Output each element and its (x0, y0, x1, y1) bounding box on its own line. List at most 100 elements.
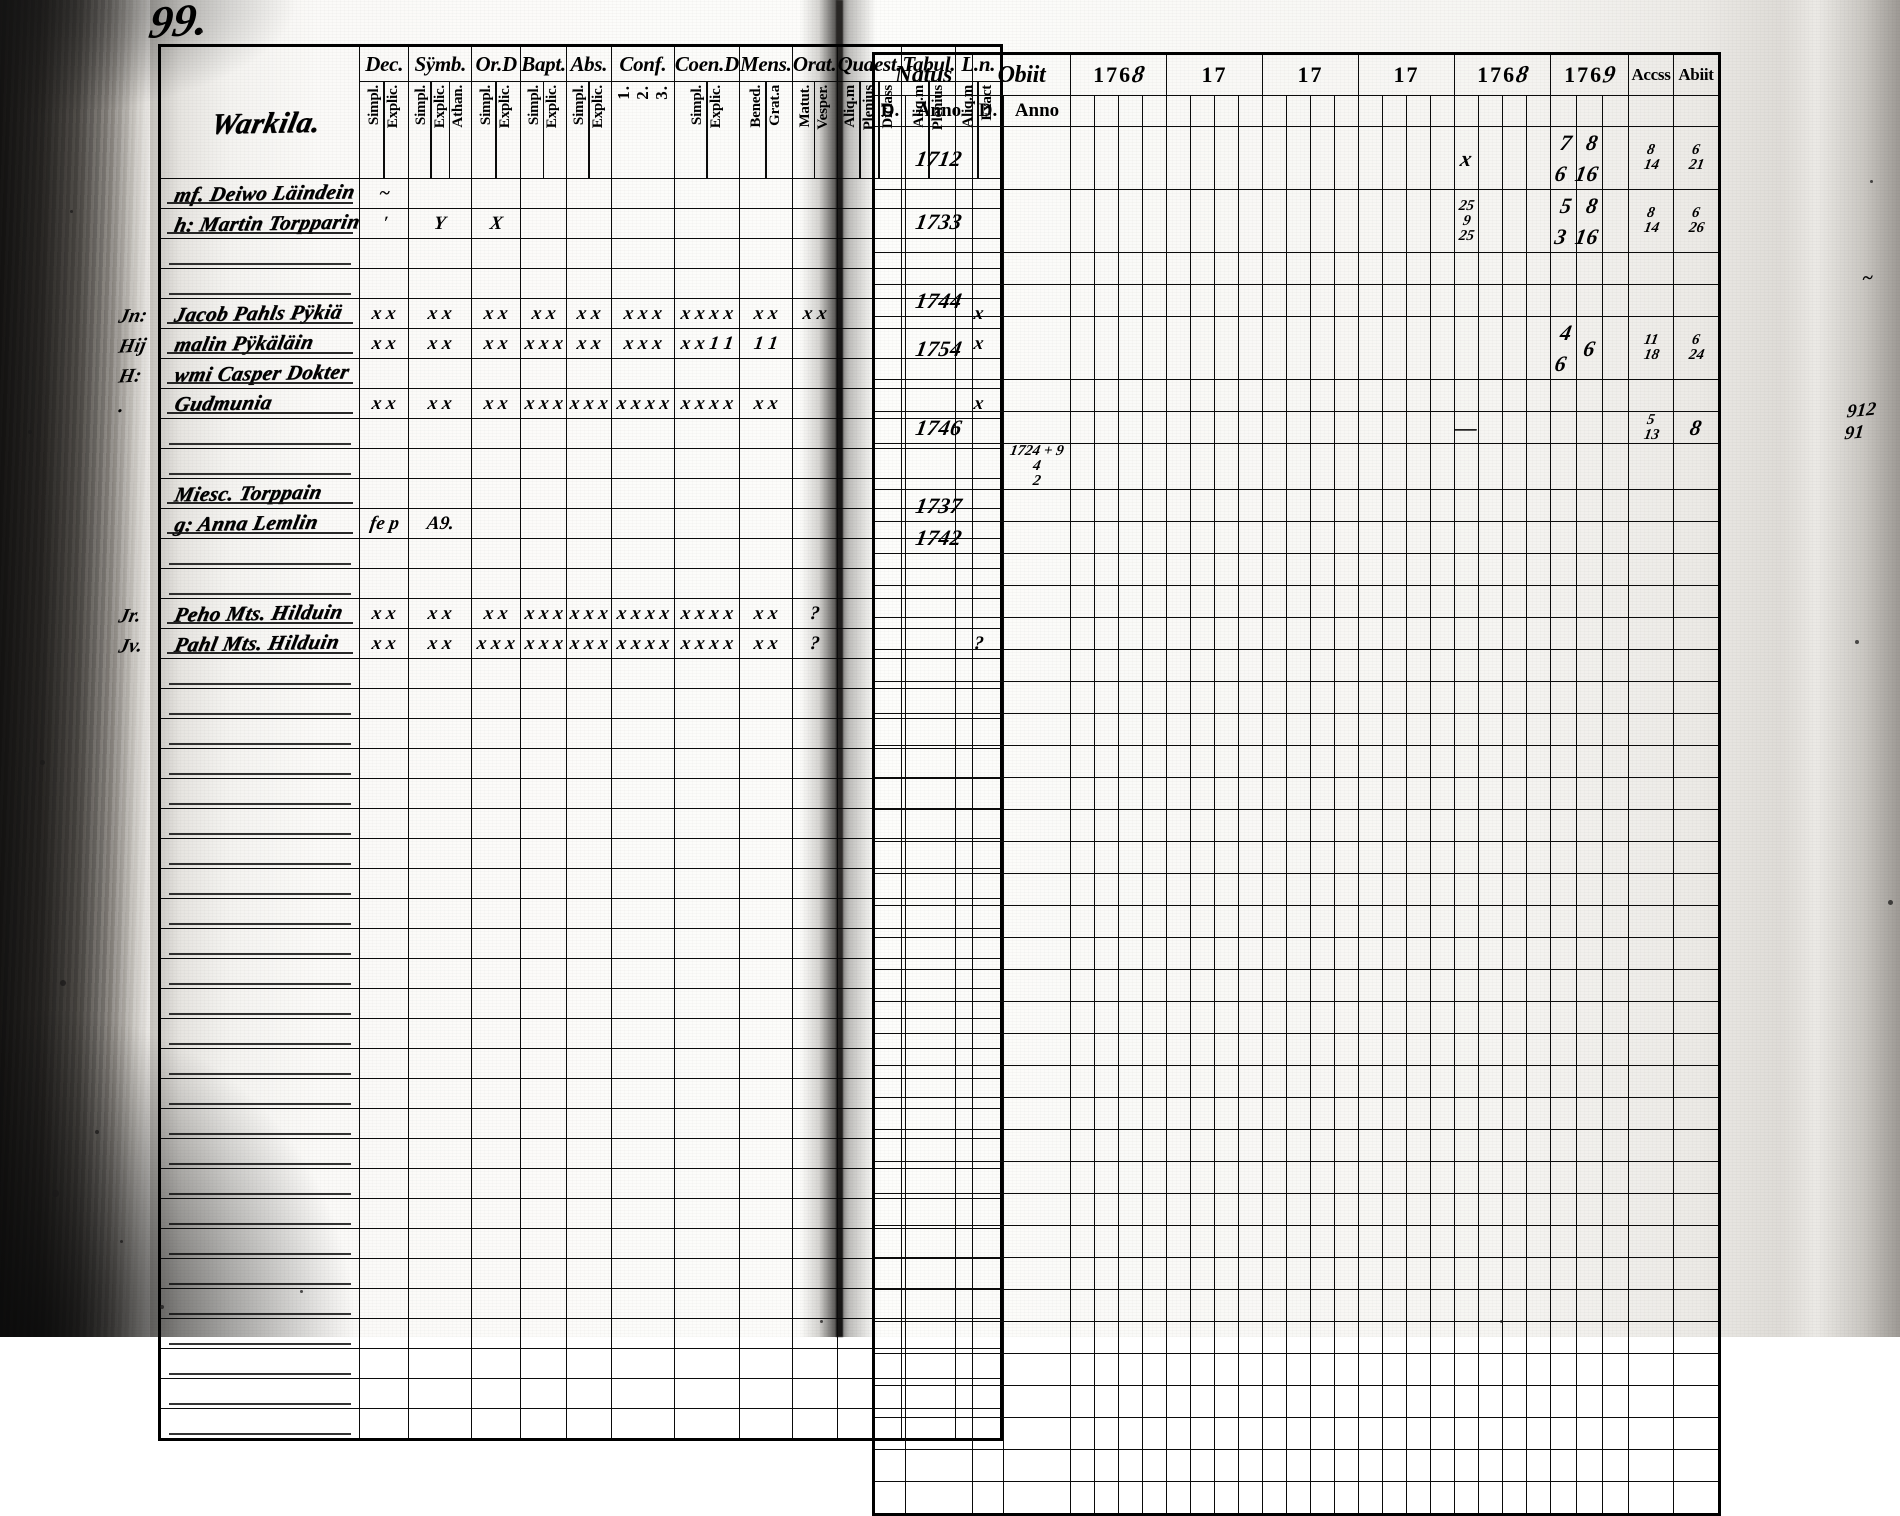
right-cell-y1-2[interactable] (1118, 1417, 1143, 1450)
right-cell-y5-3[interactable] (1526, 969, 1551, 1002)
left-mark-cell[interactable] (791, 1288, 838, 1319)
right-cell-y6-2[interactable] (1602, 252, 1629, 285)
right-cell-y2-2[interactable] (1214, 1161, 1239, 1194)
right-cell-y1-2[interactable] (1118, 969, 1143, 1002)
right-cell-y1-1[interactable] (1094, 1097, 1119, 1130)
right-cell-natus-1[interactable] (905, 1353, 973, 1386)
right-cell-obiit-0[interactable] (972, 284, 1004, 317)
right-cell-y5-1[interactable] (1478, 1161, 1503, 1194)
right-cell-y4-1[interactable] (1382, 777, 1407, 810)
right-cell-y5-1[interactable] (1478, 1321, 1503, 1354)
right-cell-y1-3[interactable] (1142, 873, 1167, 906)
right-cell-y3-3[interactable] (1334, 777, 1359, 810)
right-cell-y4-1[interactable] (1382, 937, 1407, 970)
right-cell-y6-2[interactable] (1602, 443, 1629, 490)
left-mark-cell[interactable]: x x x (471, 628, 522, 659)
right-cell-y3-2[interactable] (1310, 252, 1335, 285)
right-cell-y4-3[interactable] (1430, 1129, 1455, 1162)
right-cell-y3-2[interactable] (1310, 126, 1335, 190)
left-mark-cell[interactable] (791, 538, 838, 569)
right-cell-y2-3[interactable] (1238, 1193, 1263, 1226)
right-cell-y6-0[interactable] (1550, 1417, 1577, 1450)
left-mark-cell[interactable] (520, 778, 567, 809)
right-cell-y4-1[interactable] (1382, 649, 1407, 682)
left-mark-cell[interactable] (471, 1078, 522, 1109)
right-cell-y5-0[interactable] (1454, 1097, 1479, 1130)
right-cell-obiit-1[interactable] (1003, 809, 1071, 842)
right-cell-y3-0[interactable] (1262, 1385, 1287, 1418)
left-mark-cell[interactable] (610, 1318, 675, 1349)
right-cell-natus-1[interactable] (905, 809, 973, 842)
right-cell-y1-2[interactable] (1118, 1033, 1143, 1066)
right-cell-y4-3[interactable] (1430, 316, 1455, 380)
right-cell-y3-2[interactable] (1310, 189, 1335, 253)
left-mark-cell[interactable] (738, 718, 793, 749)
left-mark-cell[interactable]: x x (359, 298, 410, 329)
right-cell-y4-1[interactable] (1382, 284, 1407, 317)
right-cell-y4-3[interactable] (1430, 126, 1455, 190)
right-cell-natus-1[interactable] (905, 1417, 973, 1450)
right-cell-natus-1[interactable] (905, 713, 973, 746)
right-cell-natus-0[interactable] (873, 316, 906, 380)
right-cell-y3-1[interactable] (1286, 1289, 1311, 1322)
right-cell-y6-0[interactable] (1550, 1289, 1577, 1322)
right-cell-y5-3[interactable] (1526, 745, 1551, 778)
right-cell-y2-3[interactable] (1238, 649, 1263, 682)
left-mark-cell[interactable]: x x (738, 298, 793, 329)
right-cell-y1-3[interactable] (1142, 1481, 1167, 1515)
left-mark-cell[interactable] (610, 1258, 675, 1289)
left-mark-cell[interactable] (359, 688, 410, 719)
right-cell-y2-2[interactable] (1214, 937, 1239, 970)
right-cell-y4-2[interactable] (1406, 1129, 1431, 1162)
left-mark-cell[interactable] (565, 1228, 612, 1259)
right-cell-y3-0[interactable] (1262, 126, 1287, 190)
left-mark-cell[interactable] (791, 898, 838, 929)
right-cell-y2-3[interactable] (1238, 585, 1263, 618)
right-cell-y4-2[interactable] (1406, 937, 1431, 970)
right-cell-y6-0[interactable] (1550, 443, 1577, 490)
right-cell-y3-3[interactable] (1334, 745, 1359, 778)
left-mark-cell[interactable] (791, 1408, 838, 1440)
left-mark-cell[interactable]: ? (791, 628, 838, 659)
left-mark-cell[interactable] (359, 928, 410, 959)
right-cell-y1-2[interactable] (1118, 1481, 1143, 1515)
right-cell-y2-0[interactable] (1166, 1417, 1191, 1450)
right-cell-y3-3[interactable] (1334, 1385, 1359, 1418)
left-mark-cell[interactable] (359, 1018, 410, 1049)
right-cell-y4-1[interactable] (1382, 745, 1407, 778)
right-cell-y1-3[interactable] (1142, 969, 1167, 1002)
right-cell-y1-0[interactable] (1070, 1481, 1095, 1515)
right-cell-y1-0[interactable] (1070, 443, 1095, 490)
right-cell-y5-3[interactable] (1526, 1193, 1551, 1226)
right-cell-y2-1[interactable] (1190, 1449, 1215, 1482)
entry-name-cell[interactable] (158, 1018, 361, 1049)
right-cell-natus-1[interactable] (905, 873, 973, 906)
right-cell-y5-2[interactable] (1502, 841, 1527, 874)
right-cell-y4-2[interactable] (1406, 1321, 1431, 1354)
right-cell-y5-0[interactable] (1454, 1417, 1479, 1450)
right-cell-y3-0[interactable] (1262, 379, 1287, 412)
left-mark-cell[interactable] (520, 1378, 567, 1409)
right-cell-y5-2[interactable] (1502, 1001, 1527, 1034)
right-cell-y2-2[interactable] (1214, 1321, 1239, 1354)
left-mark-cell[interactable] (738, 1378, 793, 1409)
right-cell-y1-3[interactable] (1142, 1225, 1167, 1258)
right-cell-natus-0[interactable] (873, 873, 906, 906)
left-mark-cell[interactable] (738, 478, 793, 509)
right-cell-y4-0[interactable] (1358, 443, 1383, 490)
left-mark-cell[interactable] (738, 1138, 793, 1169)
right-cell-y2-0[interactable] (1166, 1257, 1191, 1290)
right-cell-accss-0[interactable] (1628, 521, 1674, 554)
left-mark-cell[interactable] (565, 928, 612, 959)
right-cell-y2-0[interactable] (1166, 713, 1191, 746)
right-cell-y2-1[interactable] (1190, 1225, 1215, 1258)
right-cell-y3-1[interactable] (1286, 1097, 1311, 1130)
entry-name-cell[interactable] (158, 1108, 361, 1139)
right-cell-y5-1[interactable] (1478, 745, 1503, 778)
right-cell-y4-1[interactable] (1382, 905, 1407, 938)
left-mark-cell[interactable] (408, 1378, 473, 1409)
right-cell-y6-1[interactable] (1576, 1065, 1603, 1098)
left-mark-cell[interactable] (610, 808, 675, 839)
left-mark-cell[interactable] (673, 1378, 740, 1409)
left-mark-cell[interactable] (673, 868, 740, 899)
